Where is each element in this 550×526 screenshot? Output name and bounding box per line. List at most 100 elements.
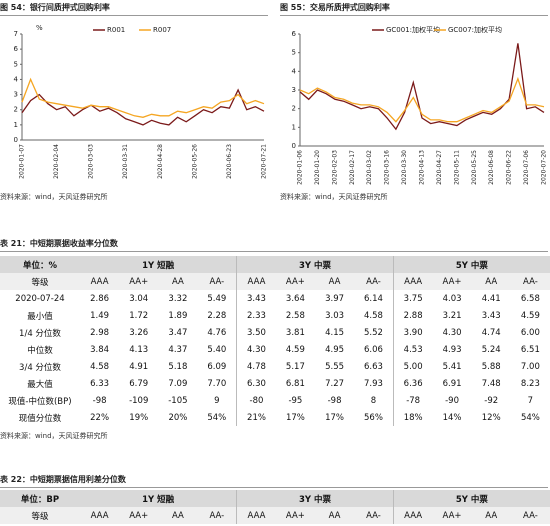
header-row: 单位：BP 1Y 短融 3Y 中票 5Y 中票	[0, 490, 550, 507]
table-row: 3/4 分位数 4.58 4.91 5.18 6.09 4.78 5.17 5.55 6.63 5…	[0, 358, 550, 375]
header-row: 单位：% 1Y 短融 3Y 中票 5Y 中票	[0, 256, 550, 273]
table-cell: 17%	[325, 412, 344, 423]
figure-title: 图 54：银行间质押式回购利率	[0, 2, 268, 16]
table-cell: 3.03	[325, 310, 345, 321]
y-tick-label: 3	[292, 86, 296, 94]
table-cell: 7.70	[197, 375, 238, 392]
table-cell: 22%	[90, 412, 110, 423]
subheader-cell: AA	[471, 507, 511, 524]
x-tick-label: 2020-05-25	[471, 150, 478, 185]
table-cell: 2.58	[285, 310, 305, 321]
table-cell: 3.26	[129, 327, 149, 338]
table-cell: -80	[249, 395, 264, 406]
y-tick-label: 2	[14, 106, 18, 114]
table-cell: 54%	[520, 412, 540, 423]
x-tick-label: 2020-04-27	[436, 150, 443, 185]
table-cell: 5.52	[354, 324, 394, 341]
table-cell: 3.47	[168, 327, 188, 338]
table-cell: 5.49	[197, 290, 238, 307]
table-cell: 最小值	[27, 311, 53, 322]
table-cell: 6.09	[197, 358, 238, 375]
table-cell: 21%	[247, 412, 266, 423]
table-cell: 3.43	[247, 293, 266, 304]
table-cell: 7.93	[354, 375, 394, 392]
table-cell: 4.41	[481, 293, 501, 304]
header-cell: 3Y 中票	[236, 256, 394, 273]
table-cell: 56%	[354, 409, 394, 426]
x-tick-label: 2020-01-06	[297, 150, 304, 185]
x-tick-label: 2020-05-11	[453, 150, 460, 185]
subheader-cell: AA-	[510, 507, 550, 524]
table-cell: -78	[406, 395, 421, 406]
table-cell: 6.79	[129, 378, 149, 389]
table-cell: 4.30	[247, 344, 266, 355]
subheader-cell: AA-	[354, 507, 394, 524]
subheader-cell: AA-	[197, 273, 238, 290]
subheader-cell: AA+	[275, 273, 315, 290]
table-title: 表 21：中短期票据收益率分位数	[0, 238, 548, 252]
x-tick-label: 2020-07-20	[541, 150, 548, 185]
subheader-cell: AA-	[354, 273, 394, 290]
table-cell: 3.50	[247, 327, 266, 338]
table-cell: 4.95	[325, 344, 345, 355]
subheader-cell: AAA	[393, 507, 433, 524]
x-tick-label: 2020-03-16	[384, 150, 391, 185]
table-cell: 现值分位数	[18, 413, 62, 424]
table-cell: 中位数	[27, 345, 53, 356]
table-cell: 2.88	[403, 310, 423, 321]
y-axis-label: %	[36, 24, 43, 32]
x-tick-label: 2020-03-31	[122, 144, 129, 179]
subheader-cell: AA+	[432, 273, 472, 290]
y-tick-label: 4	[292, 67, 297, 75]
x-tick-label: 2020-06-08	[488, 150, 495, 185]
table-cell: 6.63	[354, 358, 394, 375]
table-cell: 6.06	[354, 341, 394, 358]
line	[21, 88, 265, 126]
subheader-cell: AA+	[119, 507, 159, 524]
figure-title: 图 55：交易所质押式回购利率	[280, 2, 548, 16]
x-tick-label: 2020-04-28	[157, 144, 164, 179]
table-row: 最大值 6.33 6.79 7.09 7.70 6.30 6.81 7.27 7.93 6.36 6…	[0, 375, 550, 392]
table-cell: 3.75	[403, 293, 423, 304]
subheader-row: 等级 AAA AA+ AA AA- AAA AA+ AA AA- AAA AA+ AA AA-	[0, 507, 550, 524]
table-cell: 3.04	[129, 293, 149, 304]
x-tick-label: 2020-03-30	[401, 150, 408, 185]
table-cell: 5.40	[197, 341, 238, 358]
table-cell: 1.72	[129, 310, 149, 321]
subheader-cell: AAA	[393, 273, 433, 290]
table-cell: 1.89	[168, 310, 188, 321]
legend-label: GC007:加权平均	[448, 25, 502, 34]
subheader-cell: AA	[314, 273, 355, 290]
table-cell: 4.74	[481, 327, 501, 338]
source: 资料来源：wind，天风证券研究所	[280, 193, 388, 201]
table-title: 表 22：中短期票据信用利差分位数	[0, 474, 548, 488]
subheader-cell: 等级	[0, 273, 80, 290]
table-cell: 4.13	[129, 344, 149, 355]
table-cell: 7.09	[168, 378, 188, 389]
table-cell: 5.41	[442, 361, 462, 372]
table-cell: 4.78	[247, 361, 266, 372]
table-cell: 4.76	[197, 324, 238, 341]
table-cell: 1.49	[90, 310, 110, 321]
table-cell: 4.59	[285, 344, 305, 355]
table-cell: 19%	[129, 412, 149, 423]
table-cell: -98	[92, 395, 107, 406]
subheader-cell: 等级	[0, 507, 80, 524]
table: 单位：% 1Y 短融 3Y 中票 5Y 中票 等级 AAA AA+ AA AA- AAA AA+ AA…	[0, 256, 550, 426]
table-cell: 8.23	[520, 378, 540, 389]
table-cell: -105	[168, 395, 188, 406]
y-tick-label: 1	[292, 123, 296, 131]
subheader-cell: AA+	[275, 507, 315, 524]
x-tick-label: 2020-01-07	[19, 144, 26, 179]
table-cell: 5.24	[481, 344, 501, 355]
legend-label: GC001:加权平均	[386, 25, 440, 34]
table-cell: 1/4 分位数	[19, 328, 61, 339]
x-tick-label: 2020-07-21	[261, 144, 268, 179]
table-cell: 4.03	[442, 293, 462, 304]
table-cell: 6.81	[285, 378, 305, 389]
y-tick-label: 6	[14, 45, 19, 53]
table-cell: 3.64	[285, 293, 305, 304]
table-cell: -109	[129, 395, 149, 406]
x-tick-label: 2020-07-06	[523, 150, 530, 185]
